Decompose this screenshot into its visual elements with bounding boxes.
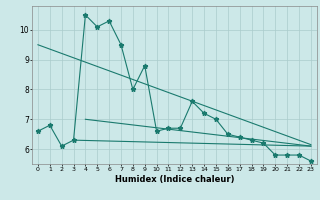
X-axis label: Humidex (Indice chaleur): Humidex (Indice chaleur) <box>115 175 234 184</box>
